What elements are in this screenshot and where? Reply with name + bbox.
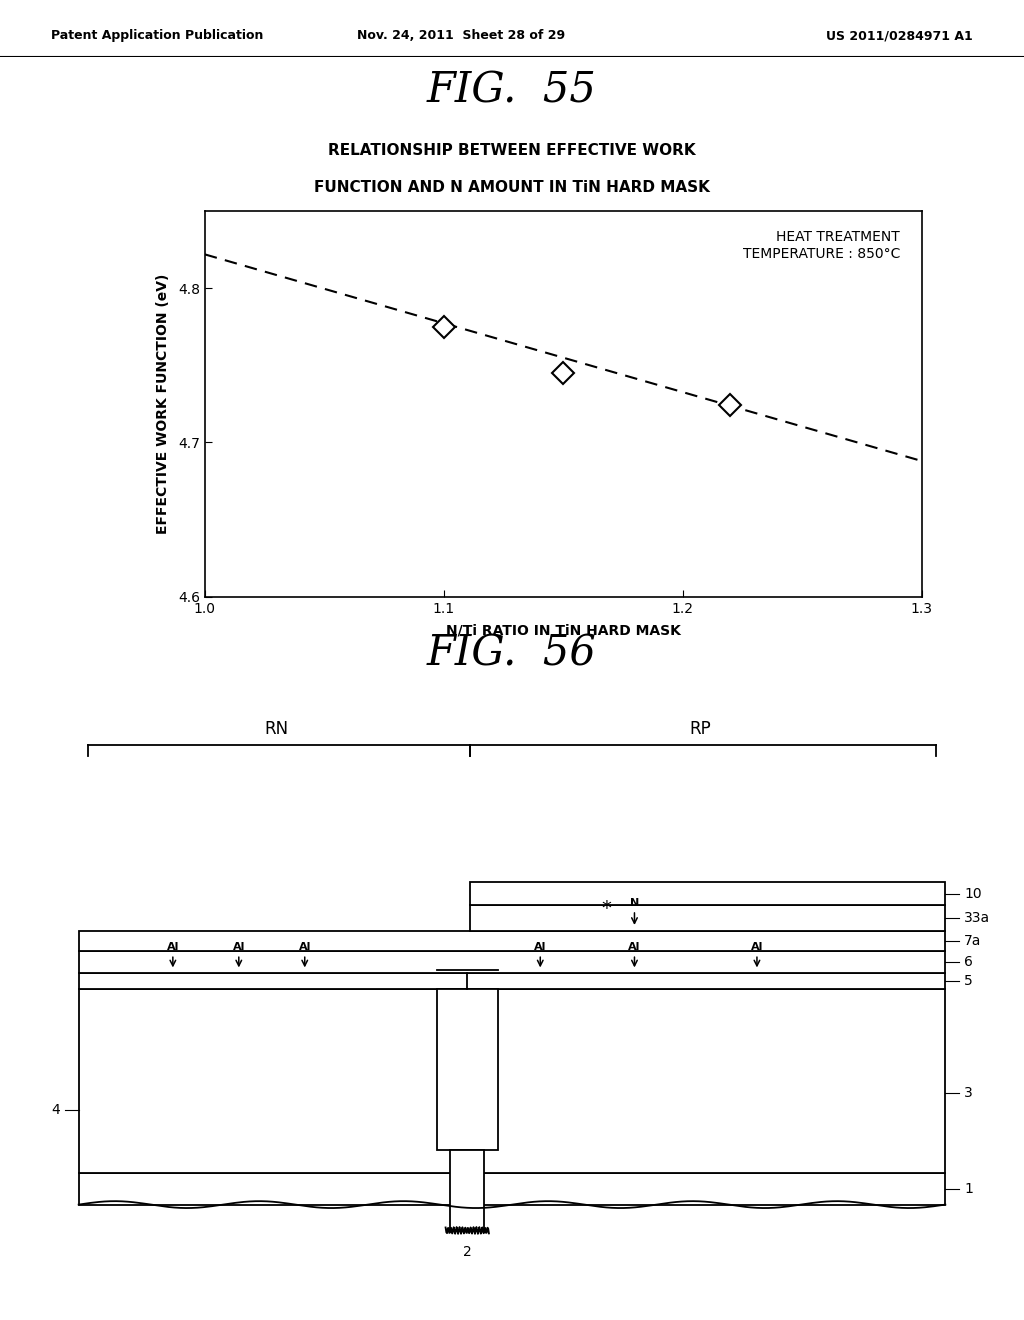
Text: 3: 3 [965,1085,973,1100]
Bar [470,906,945,932]
Bar [470,883,945,906]
X-axis label: N/Ti RATIO IN TiN HARD MASK: N/Ti RATIO IN TiN HARD MASK [445,624,681,638]
Text: Nov. 24, 2011  Sheet 28 of 29: Nov. 24, 2011 Sheet 28 of 29 [356,29,565,42]
Text: RELATIONSHIP BETWEEN EFFECTIVE WORK: RELATIONSHIP BETWEEN EFFECTIVE WORK [328,143,696,158]
Bar [79,1173,945,1205]
Text: 7a: 7a [965,935,982,948]
Text: Al: Al [299,942,311,952]
Text: 6: 6 [965,956,973,969]
Text: FIG.  56: FIG. 56 [427,632,597,675]
Text: FIG.  55: FIG. 55 [427,70,597,112]
Text: Al: Al [167,942,179,952]
Text: HEAT TREATMENT
TEMPERATURE : 850°C: HEAT TREATMENT TEMPERATURE : 850°C [742,231,900,260]
Text: FUNCTION AND N AMOUNT IN TiN HARD MASK: FUNCTION AND N AMOUNT IN TiN HARD MASK [314,180,710,195]
Bar [79,932,945,952]
Text: Patent Application Publication: Patent Application Publication [51,29,263,42]
Bar [436,989,498,1150]
Text: 4: 4 [51,1102,59,1117]
Text: Al: Al [535,942,547,952]
Text: 1: 1 [965,1181,973,1196]
Text: Al: Al [232,942,245,952]
Bar [79,952,945,973]
Text: *: * [601,899,611,917]
Text: US 2011/0284971 A1: US 2011/0284971 A1 [826,29,973,42]
Text: 2: 2 [463,1245,472,1259]
Text: RN: RN [264,719,289,738]
Text: N: N [630,898,639,908]
Text: 10: 10 [965,887,982,902]
Y-axis label: EFFECTIVE WORK FUNCTION (eV): EFFECTIVE WORK FUNCTION (eV) [156,273,170,535]
Bar [79,989,945,1173]
Text: RP: RP [689,719,712,738]
Bar [451,1150,484,1230]
Text: 33a: 33a [965,911,990,925]
Bar [79,973,945,989]
Text: Al: Al [629,942,641,952]
Text: Al: Al [751,942,763,952]
Text: 5: 5 [965,974,973,989]
